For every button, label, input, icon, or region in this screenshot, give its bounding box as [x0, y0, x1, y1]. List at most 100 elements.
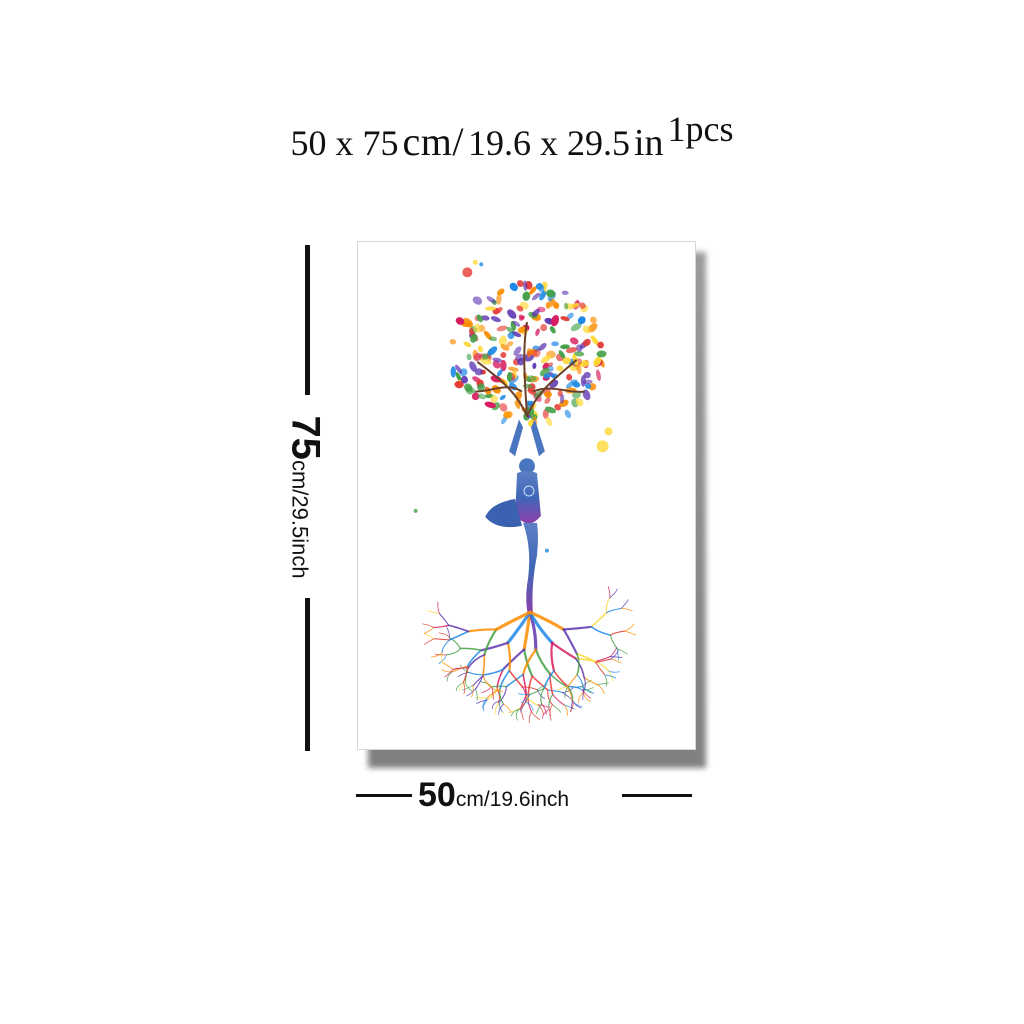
- leaf: [538, 342, 547, 351]
- width-value: 50: [418, 776, 456, 814]
- root: [502, 648, 526, 670]
- paint-speck: [544, 548, 549, 553]
- leaf: [455, 364, 463, 374]
- root: [483, 628, 498, 656]
- leaf: [513, 346, 522, 356]
- root: [606, 607, 622, 614]
- leaf: [532, 362, 537, 370]
- leaf: [543, 373, 551, 379]
- leaf: [579, 302, 586, 309]
- root: [563, 704, 568, 716]
- paint-speck: [479, 262, 484, 267]
- leaf: [545, 416, 553, 427]
- leaf: [563, 302, 569, 310]
- root: [438, 632, 450, 639]
- root: [463, 681, 466, 695]
- leaf: [499, 394, 506, 401]
- root: [582, 692, 591, 702]
- root: [505, 673, 524, 688]
- root: [604, 674, 616, 679]
- root: [465, 680, 472, 692]
- root: [457, 672, 470, 677]
- leaf: [474, 368, 484, 376]
- root: [551, 641, 577, 660]
- root: [424, 638, 435, 645]
- leaf: [477, 393, 486, 400]
- leaf: [565, 347, 578, 354]
- paint-speck: [462, 267, 473, 278]
- root: [423, 627, 434, 634]
- leaf: [573, 351, 585, 357]
- paint-speck: [596, 440, 609, 453]
- root: [482, 699, 488, 712]
- root: [534, 648, 552, 675]
- leaf: [544, 406, 557, 414]
- root: [535, 703, 543, 715]
- leaf: [476, 314, 483, 323]
- root: [525, 694, 539, 706]
- leaf: [582, 338, 591, 347]
- leaf: [523, 280, 528, 291]
- root: [582, 676, 586, 693]
- leaf: [509, 282, 518, 292]
- root: [452, 667, 469, 670]
- leaf: [492, 360, 501, 369]
- root: [596, 682, 609, 686]
- title-dimensions-inch: 19.6 x 29.5: [467, 123, 630, 163]
- root: [446, 671, 454, 682]
- leaf: [525, 375, 537, 383]
- leaf: [554, 403, 561, 411]
- root: [581, 686, 592, 694]
- leaf: [490, 395, 498, 403]
- leaf: [531, 308, 540, 317]
- root: [528, 711, 532, 724]
- leaf: [522, 291, 531, 301]
- root: [624, 623, 635, 632]
- root: [427, 610, 440, 614]
- root: [567, 674, 578, 688]
- root: [537, 684, 548, 691]
- root: [522, 673, 528, 696]
- root: [528, 610, 554, 645]
- root: [531, 711, 540, 721]
- width-dimension-label: 50cm/19.6inch: [418, 776, 569, 815]
- width-unit: cm/19.6inch: [455, 788, 570, 811]
- root: [433, 638, 451, 641]
- leaf: [539, 290, 547, 301]
- leaf: [590, 316, 597, 324]
- height-value: 75: [283, 415, 328, 460]
- root: [503, 703, 512, 714]
- leaf: [580, 374, 586, 387]
- leaf: [486, 296, 496, 304]
- root: [564, 686, 569, 699]
- leaf: [544, 397, 551, 404]
- leaf: [470, 333, 478, 343]
- root: [445, 647, 461, 656]
- root: [609, 588, 618, 599]
- leaf: [512, 320, 521, 327]
- root: [490, 685, 507, 688]
- leaf: [469, 361, 477, 372]
- root: [483, 667, 505, 676]
- root: [479, 641, 509, 652]
- root: [541, 703, 547, 715]
- root: [506, 641, 512, 672]
- root: [616, 648, 619, 661]
- root: [624, 630, 637, 636]
- leaf: [560, 316, 570, 322]
- root: [520, 701, 527, 713]
- root: [610, 650, 619, 660]
- leaf: [576, 364, 582, 375]
- leaf: [531, 292, 541, 301]
- leaf: [500, 359, 507, 372]
- leaf: [473, 323, 482, 333]
- root: [609, 630, 626, 636]
- root: [458, 680, 466, 691]
- root: [498, 703, 504, 715]
- leaf: [582, 325, 591, 334]
- leaf: [511, 331, 522, 338]
- root: [462, 667, 469, 683]
- leaf: [584, 383, 592, 389]
- root: [444, 668, 454, 678]
- root: [452, 665, 468, 673]
